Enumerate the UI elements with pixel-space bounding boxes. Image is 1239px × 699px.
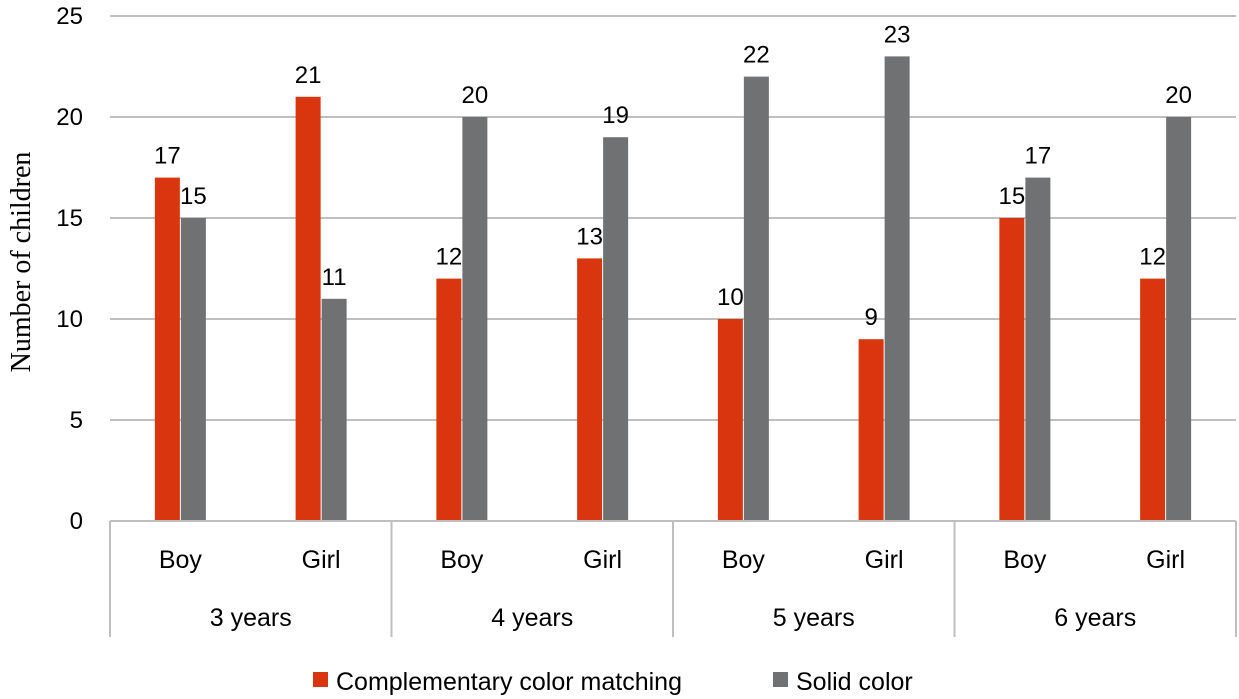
bar-complementary bbox=[295, 96, 321, 522]
category-label: Boy bbox=[1003, 546, 1047, 574]
category-label: Girl bbox=[1146, 546, 1185, 574]
bar-complementary bbox=[858, 339, 884, 521]
category-label: Girl bbox=[302, 546, 341, 574]
data-label: 9 bbox=[864, 304, 877, 331]
bar-solid bbox=[603, 137, 629, 521]
y-tick-label: 25 bbox=[56, 3, 83, 30]
data-label: 12 bbox=[1139, 244, 1166, 271]
bar-complementary bbox=[154, 177, 180, 521]
group-label: 6 years bbox=[1054, 604, 1136, 632]
y-tick-label: 20 bbox=[56, 104, 83, 131]
y-tick-label: 15 bbox=[56, 205, 83, 232]
x-axis: Boy Girl Boy Girl Boy Girl Boy Girl 3 years 4 yea… bbox=[109, 520, 1237, 637]
y-tick-label: 10 bbox=[56, 306, 83, 333]
group-label: 5 years bbox=[773, 604, 855, 632]
data-label: 13 bbox=[576, 223, 603, 250]
data-label: 17 bbox=[154, 143, 181, 170]
bar-solid bbox=[462, 117, 488, 521]
bar-solid bbox=[180, 218, 206, 521]
data-label: 10 bbox=[717, 284, 744, 311]
bar-complementary bbox=[577, 258, 603, 521]
bar-solid bbox=[1166, 117, 1192, 521]
y-tick-label: 5 bbox=[70, 407, 83, 434]
data-label: 15 bbox=[180, 183, 207, 210]
data-label: 20 bbox=[1165, 82, 1192, 109]
data-label: 15 bbox=[999, 183, 1026, 210]
category-label: Girl bbox=[865, 546, 904, 574]
legend-swatch-solid bbox=[773, 672, 788, 687]
group-label: 4 years bbox=[491, 604, 573, 632]
data-label: 21 bbox=[295, 62, 322, 89]
legend-swatch-complementary bbox=[313, 672, 328, 687]
bar-complementary bbox=[717, 319, 743, 521]
legend-label: Complementary color matching bbox=[336, 668, 682, 696]
group-label: 3 years bbox=[210, 604, 292, 632]
bars bbox=[154, 56, 1192, 522]
data-label: 20 bbox=[462, 82, 489, 109]
bar-complementary bbox=[436, 278, 462, 521]
data-label: 23 bbox=[884, 21, 911, 48]
bar-solid bbox=[1025, 177, 1051, 521]
category-label: Boy bbox=[159, 546, 203, 574]
bar-complementary bbox=[1140, 278, 1166, 521]
y-tick-label: 0 bbox=[70, 508, 83, 535]
bar-solid bbox=[321, 298, 347, 521]
data-label: 22 bbox=[743, 42, 770, 69]
bar-solid bbox=[743, 76, 769, 521]
category-label: Boy bbox=[440, 546, 484, 574]
data-labels: 17 15 21 11 12 20 13 19 10 22 9 23 15 17 12 20 bbox=[154, 21, 1192, 331]
bar-solid bbox=[884, 56, 910, 522]
bar-complementary bbox=[999, 218, 1025, 521]
data-label: 17 bbox=[1025, 143, 1052, 170]
category-label: Girl bbox=[583, 546, 622, 574]
y-axis-title: Number of children bbox=[6, 152, 37, 373]
gridlines bbox=[110, 15, 1236, 522]
legend-label: Solid color bbox=[796, 668, 913, 696]
y-axis: 0 5 10 15 20 25 bbox=[56, 3, 83, 535]
legend: Complementary color matching Solid color bbox=[313, 668, 913, 696]
data-label: 19 bbox=[602, 102, 629, 129]
data-label: 12 bbox=[436, 244, 463, 271]
data-label: 11 bbox=[322, 264, 347, 291]
category-label: Boy bbox=[722, 546, 766, 574]
